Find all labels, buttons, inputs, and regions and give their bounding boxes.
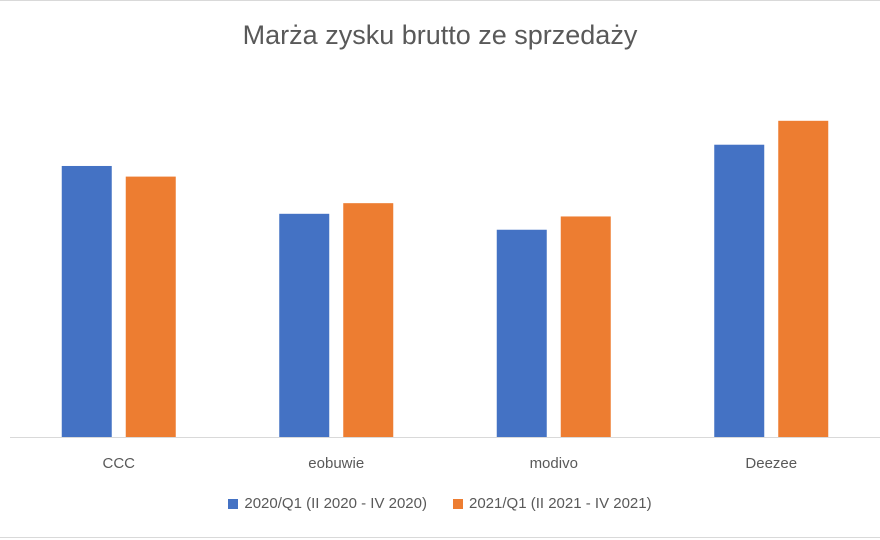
bar-deezee-series-1 xyxy=(714,144,765,437)
legend-label-series-1: 2020/Q1 (II 2020 - IV 2020) xyxy=(244,495,427,512)
bar-deezee-series-2 xyxy=(778,120,829,438)
legend-swatch-series-2 xyxy=(453,498,463,509)
bar-modivo-series-1 xyxy=(496,229,547,437)
legend-item-series-1: 2020/Q1 (II 2020 - IV 2020) xyxy=(228,495,427,512)
x-tick-label-deezee: Deezee xyxy=(745,455,797,472)
legend-item-series-2: 2021/Q1 (II 2021 - IV 2021) xyxy=(453,495,652,512)
legend-swatch-series-1 xyxy=(228,498,239,509)
bottom-border xyxy=(0,537,880,538)
bar-ccc-series-1 xyxy=(61,165,112,437)
legend: 2020/Q1 (II 2020 - IV 2020) 2021/Q1 (II … xyxy=(0,495,880,512)
bar-modivo-series-2 xyxy=(560,216,611,437)
bar-eobuwie-series-1 xyxy=(279,213,330,437)
top-border xyxy=(0,0,880,1)
x-tick-label-modivo: modivo xyxy=(530,455,578,472)
bar-eobuwie-series-2 xyxy=(343,203,394,437)
x-tick-label-eobuwie: eobuwie xyxy=(308,455,364,472)
x-tick-label-ccc: CCC xyxy=(103,455,136,472)
legend-label-series-2: 2021/Q1 (II 2021 - IV 2021) xyxy=(469,495,652,512)
chart-title: Marża zysku brutto ze sprzedaży xyxy=(242,20,638,50)
bar-ccc-series-2 xyxy=(125,176,176,437)
